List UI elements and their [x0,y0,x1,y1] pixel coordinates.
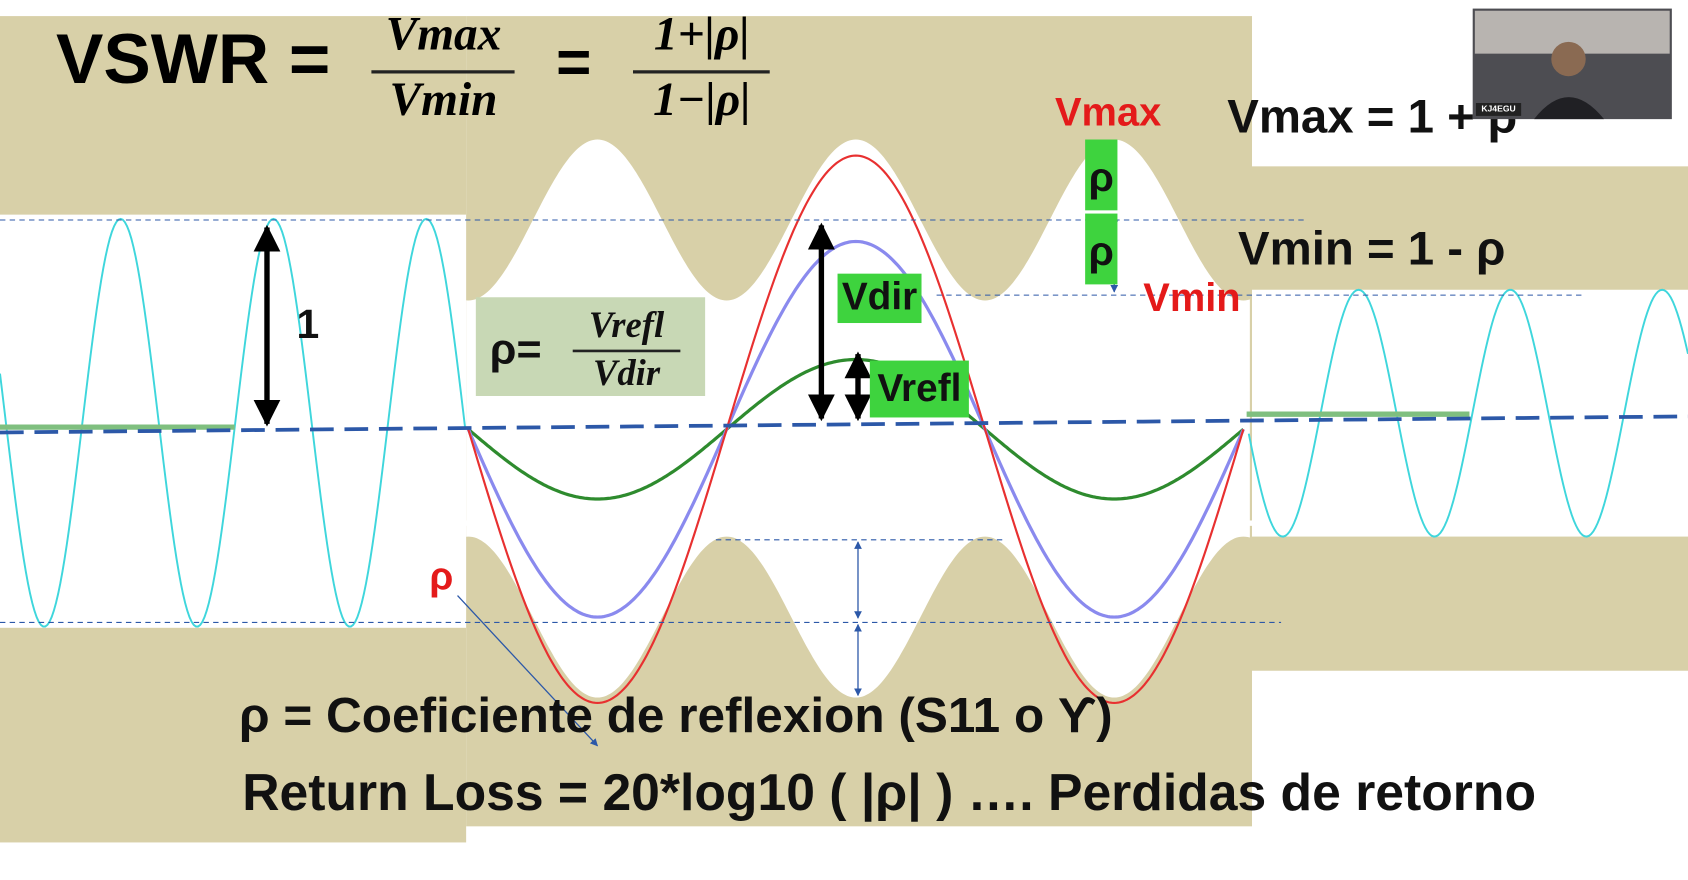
fraction-den: 1−|ρ| [653,74,751,126]
rho-label: ρ [1089,154,1114,200]
fraction-num: Vmax [386,9,502,61]
direct-wave [466,239,1245,619]
rho-pointer-label: ρ [429,556,453,599]
vrefl-label: Vrefl [877,367,961,410]
fraction-den: Vmin [390,74,498,126]
vdir-label: Vdir [842,276,917,319]
formula-lhs: VSWR = [56,20,330,99]
unit-label: 1 [297,301,320,347]
fraction-num: 1+|ρ| [654,9,750,61]
vmax-equation: Vmax = 1 + ρ [1227,91,1517,144]
rho-formula-box [475,297,706,396]
rho-formula-den: Vdir [593,352,661,393]
vmin-marker: Vmin [1143,276,1240,320]
green-boxes [837,139,1118,418]
zero-line [0,414,1688,435]
footer-line: Return Loss = 20*log10 ( |ρ| ) …. Perdid… [242,763,1536,822]
rho-formula-num: Vrefl [589,304,665,345]
webcam-person [1551,41,1586,77]
vmax-marker: Vmax [1055,90,1161,134]
pointer-arrow [457,595,599,747]
cyan-wave-right [1247,288,1688,538]
reference-lines [0,219,1688,623]
rho-formula-lhs: ρ= [490,325,542,373]
cyan-wave-left [0,217,467,628]
footer-line: ρ = Coeficiente de reflexion (S11 o ϒ) [239,688,1113,743]
vmin-equation: Vmin = 1 - ρ [1238,223,1505,276]
total-wave [467,154,1245,705]
webcam-person-body [1534,97,1605,120]
equals: = [556,29,591,96]
amplitude-arrows [253,222,872,427]
rho-label: ρ [1089,228,1114,274]
webcam-tag [1475,103,1522,116]
webcam-name: KJ4EGU [1481,104,1515,114]
